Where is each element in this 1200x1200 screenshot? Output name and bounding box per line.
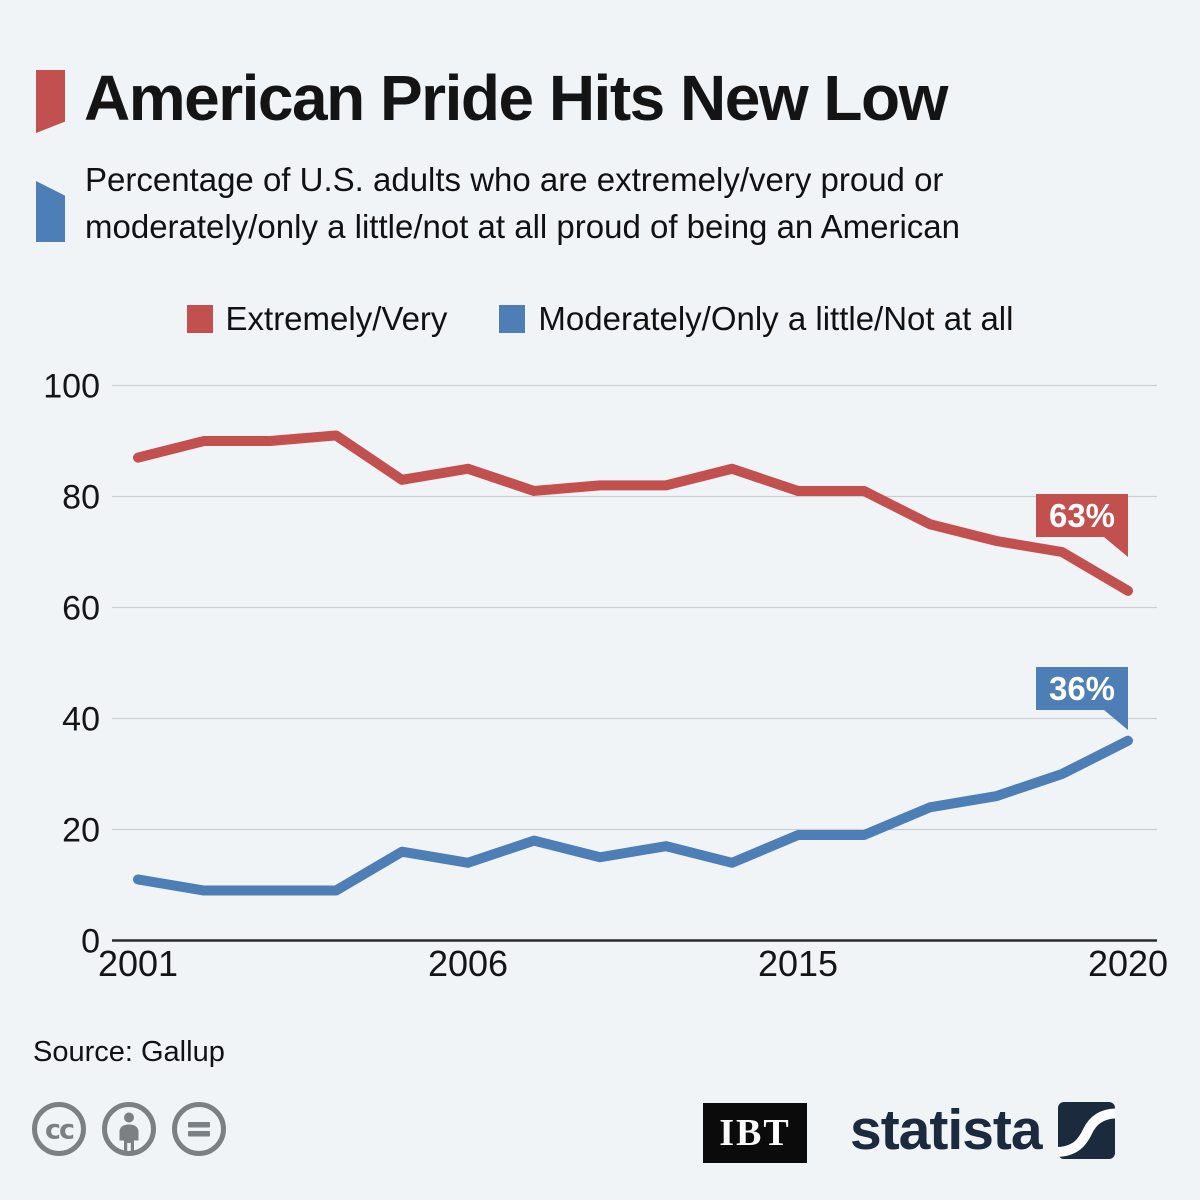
legend: Extremely/Very Moderately/Only a little/…	[0, 300, 1200, 338]
series-line	[133, 735, 1133, 896]
svg-text:cc: cc	[45, 1115, 74, 1146]
page-subtitle: Percentage of U.S. adults who are extrem…	[85, 161, 961, 245]
legend-swatch-red	[186, 305, 213, 333]
value-callout-blue: 36%	[1036, 667, 1128, 730]
title-flag-icon	[36, 70, 65, 133]
series-line	[133, 430, 1133, 596]
ibt-logo: IBT	[703, 1103, 807, 1163]
page-title: American Pride Hits New Low	[84, 62, 948, 134]
y-tick-label: 100	[43, 368, 100, 406]
statista-logo: statista	[850, 1098, 1115, 1162]
y-tick-label: 60	[62, 590, 100, 628]
legend-item-extremely-very: Extremely/Very	[186, 300, 448, 338]
x-tick-label: 2020	[1088, 943, 1168, 984]
x-tick-label: 2015	[758, 943, 838, 984]
y-tick-label: 40	[62, 701, 100, 739]
legend-item-moderately: Moderately/Only a little/Not at all	[499, 300, 1013, 338]
y-tick-label: 0	[81, 923, 100, 961]
y-tick-label: 20	[62, 812, 100, 850]
cc-icon: cc	[32, 1102, 86, 1156]
value-callout-red: 63%	[1036, 494, 1128, 557]
y-tick-label: 80	[62, 479, 100, 517]
legend-swatch-blue	[499, 305, 526, 333]
no-derivatives-icon	[172, 1102, 226, 1156]
creative-commons-icons: cc	[30, 1100, 228, 1158]
x-tick-label: 2001	[98, 943, 178, 984]
legend-label: Extremely/Very	[225, 300, 448, 337]
x-tick-label: 2006	[428, 943, 508, 984]
statista-mark-icon	[1057, 1101, 1115, 1159]
attribution-icon	[102, 1102, 156, 1156]
statista-wordmark: statista	[850, 1098, 1043, 1162]
source-note: Source: Gallup	[33, 1036, 225, 1068]
legend-label: Moderately/Only a little/Not at all	[538, 300, 1014, 337]
